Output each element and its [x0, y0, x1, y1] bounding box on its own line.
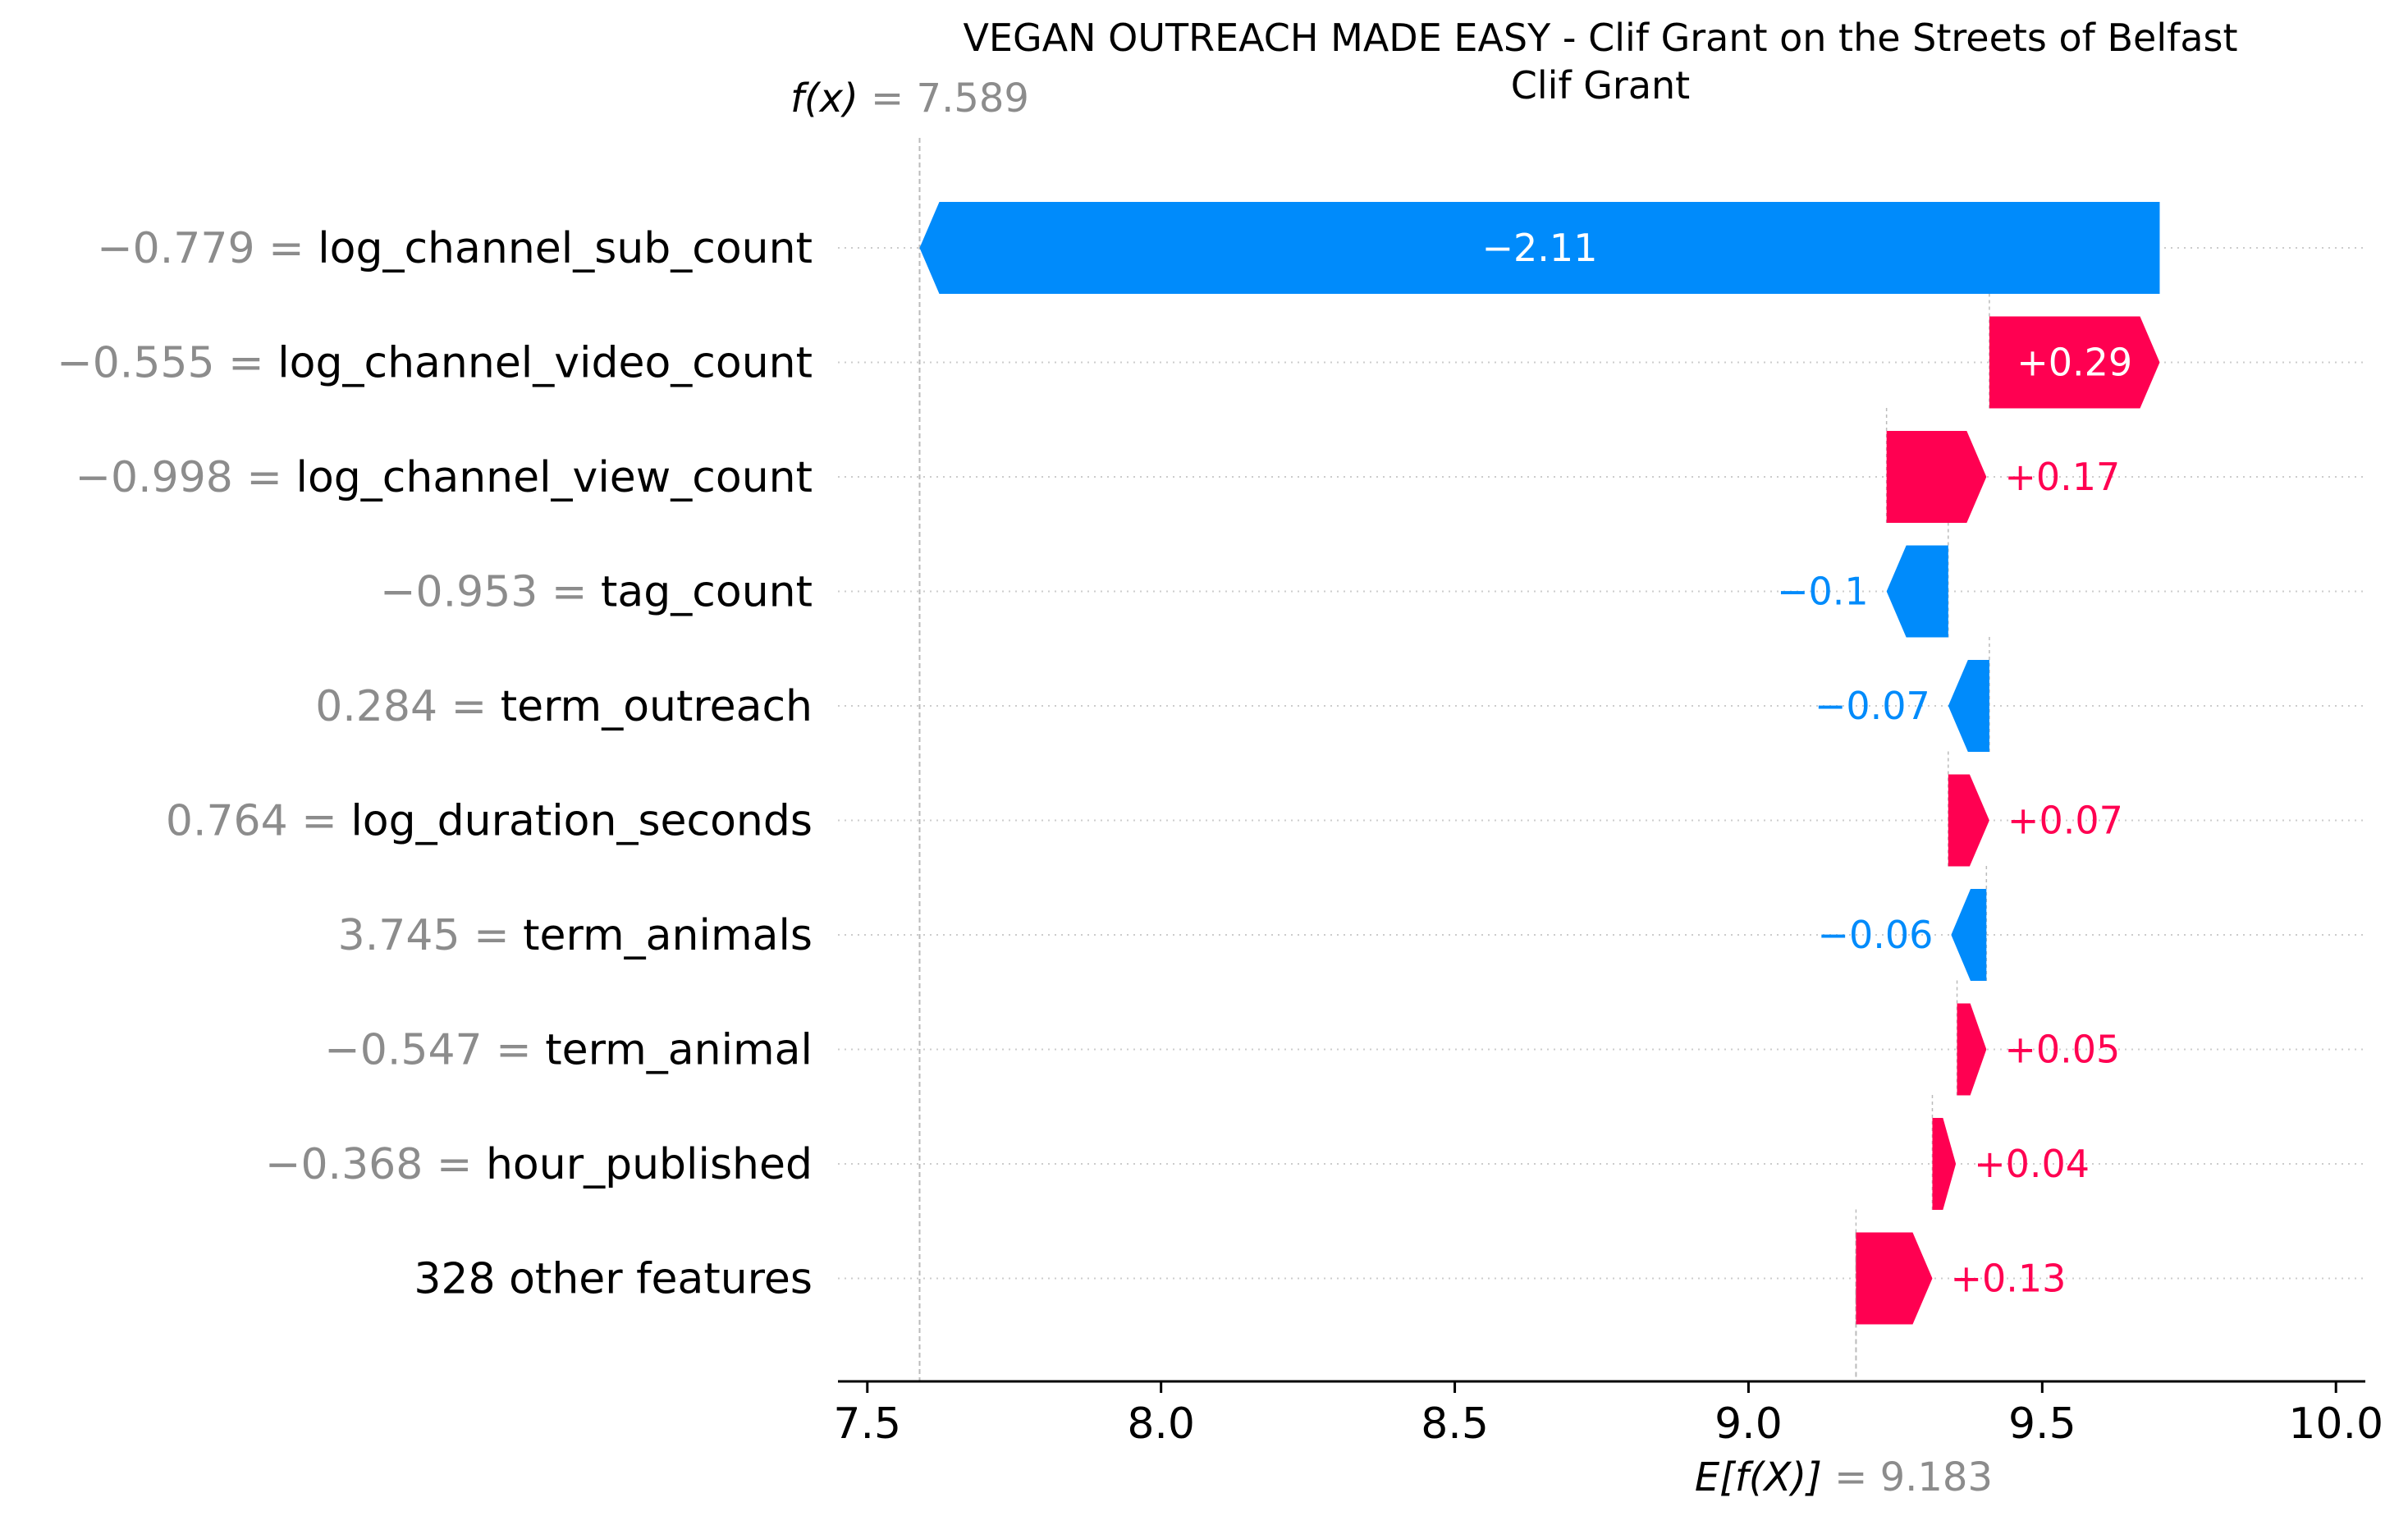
feature-label: 328 other features: [414, 1255, 813, 1304]
bar-value-label: +0.29: [2017, 341, 2132, 385]
feature-name: term_outreach: [501, 682, 813, 731]
feature-label: −0.953 = tag_count: [380, 568, 813, 617]
bar-value-label: +0.07: [2007, 799, 2123, 843]
feature-label: −0.547 = term_animal: [324, 1026, 813, 1075]
feature-value: 3.745 =: [338, 911, 524, 960]
chart-title: VEGAN OUTREACH MADE EASY - Clif Grant on…: [963, 16, 2237, 60]
feature-name: log_duration_seconds: [350, 797, 813, 846]
feature-value: −0.368 =: [265, 1140, 486, 1189]
feature-name: 328 other features: [414, 1255, 813, 1304]
feature-name: term_animals: [523, 911, 813, 960]
x-tick-label: 10.0: [2288, 1399, 2383, 1449]
bar-term_outreach: [1948, 660, 1989, 752]
bar-term_animals: [1951, 889, 1987, 981]
feature-value: −0.555 =: [57, 339, 277, 388]
feature-name: term_animal: [545, 1026, 813, 1075]
x-tick-label: 9.0: [1714, 1399, 1783, 1449]
feature-value: −0.547 =: [324, 1026, 545, 1075]
fx-value: = 7.589: [871, 76, 1029, 121]
bar-hour_published: [1932, 1118, 1957, 1210]
x-tick-label: 7.5: [833, 1399, 901, 1449]
feature-value: 0.284 =: [315, 682, 501, 731]
bar-value-label: +0.17: [2004, 455, 2120, 499]
feature-value: 0.764 =: [166, 797, 351, 846]
x-tick-label: 8.5: [1421, 1399, 1489, 1449]
feature-label: 0.764 = log_duration_seconds: [166, 797, 813, 846]
feature-label: 0.284 = term_outreach: [315, 682, 813, 731]
feature-label: −0.368 = hour_published: [265, 1140, 813, 1189]
bar-value-label: −0.06: [1817, 913, 1933, 957]
x-tick-label: 9.5: [2008, 1399, 2076, 1449]
bar-term_animal: [1957, 1003, 1987, 1096]
fx-name: f(x): [790, 76, 871, 121]
feature-name: tag_count: [601, 568, 813, 617]
bar-value-label: +0.04: [1974, 1142, 2090, 1186]
feature-name: log_channel_video_count: [277, 339, 813, 388]
bar-log_channel_view_count: [1886, 431, 1987, 523]
bar-log_channel_video_count: [1989, 316, 2160, 409]
fx-label: f(x) = 7.589: [790, 76, 1029, 121]
expected-name: E[f(X)]: [1695, 1454, 1834, 1500]
x-tick-label: 8.0: [1127, 1399, 1195, 1449]
feature-value: −0.998 =: [75, 453, 295, 502]
feature-value: −0.779 =: [97, 224, 318, 273]
bar-log_channel_sub_count: [919, 202, 2160, 294]
bar-value-label: +0.13: [1950, 1257, 2066, 1301]
expected-value-annotation: E[f(X)] = 9.183: [1695, 1454, 1993, 1500]
bar-tag_count: [1886, 545, 1948, 638]
connector-lines: [918, 138, 1990, 1381]
bar-value-label: +0.05: [2004, 1028, 2120, 1072]
feature-label: −0.779 = log_channel_sub_count: [97, 224, 813, 273]
expected-label: E[f(X)] = 9.183: [1695, 1454, 1993, 1500]
fx-annotation: f(x) = 7.589: [790, 76, 1029, 121]
bar-value-label: −0.1: [1777, 570, 1869, 614]
feature-label: −0.555 = log_channel_video_count: [57, 339, 813, 388]
feature-name: log_channel_view_count: [296, 453, 813, 502]
bar-value-label: −2.11: [1482, 226, 1598, 270]
bar-328 other features: [1856, 1232, 1933, 1325]
feature-value: −0.953 =: [380, 568, 601, 617]
feature-labels: −2.11 −0.779 = log_channel_sub_count +0.29…: [57, 224, 2132, 1304]
chart-subtitle: Clif Grant: [1511, 63, 1690, 108]
feature-label: −0.998 = log_channel_view_count: [75, 453, 813, 502]
bar-log_duration_seconds: [1948, 774, 1989, 867]
x-axis: 7.5 8.0 8.5 9.0 9.5 10.0: [833, 1380, 2383, 1449]
bar-value-label: −0.07: [1815, 684, 1930, 728]
expected-value: = 9.183: [1834, 1454, 1993, 1500]
feature-name: log_channel_sub_count: [318, 224, 813, 273]
feature-name: hour_published: [486, 1140, 813, 1189]
feature-label: 3.745 = term_animals: [338, 911, 813, 960]
bars: [919, 202, 2160, 1325]
